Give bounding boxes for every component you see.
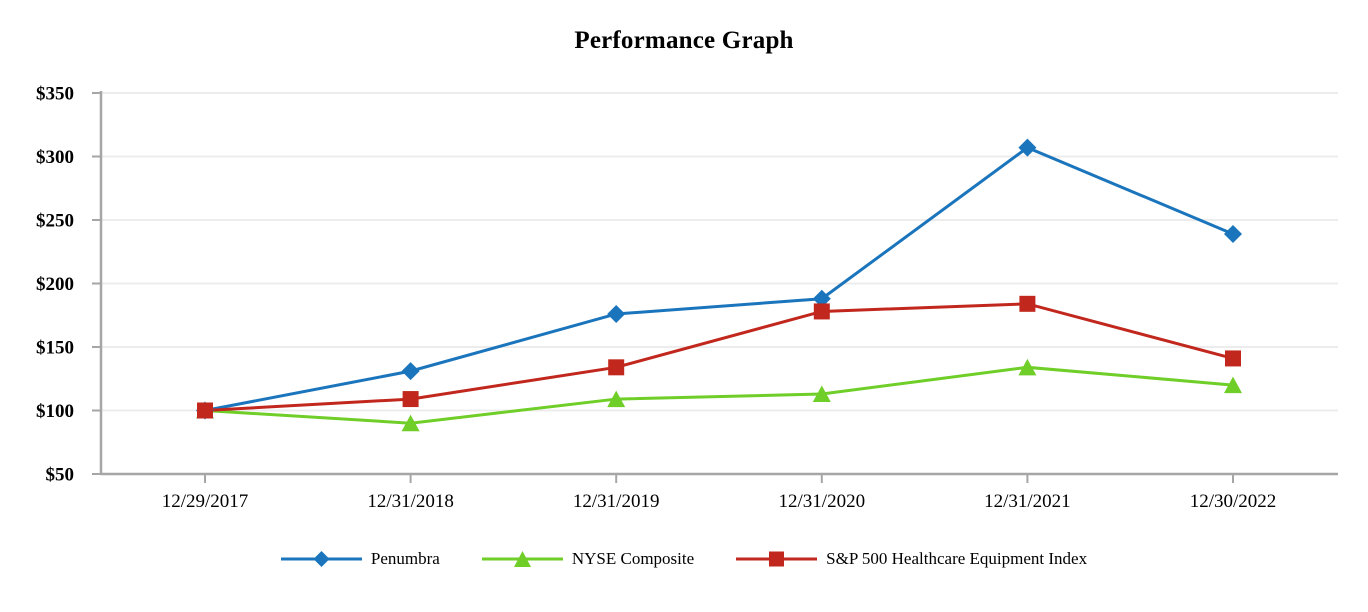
- legend-item-nyse-composite: NYSE Composite: [481, 549, 695, 569]
- marker-square-s-p-500-healthcare-equipment-index-icon: [1019, 295, 1036, 312]
- legend-label: Penumbra: [370, 549, 440, 568]
- y-tick-label: $50: [46, 465, 75, 486]
- x-tick-label: 12/31/2021: [984, 491, 1071, 512]
- y-tick-label: $250: [36, 211, 74, 232]
- marker-diamond-penumbra-icon: [401, 362, 420, 381]
- legend-label: S&P 500 Healthcare Equipment Index: [826, 549, 1088, 568]
- legend: Penumbra NYSE Composite S&P 500 Healthcare…: [0, 549, 1368, 569]
- marker-diamond-penumbra-icon: [607, 304, 626, 323]
- series-line-s-p-500-healthcare-equipment-index: [204, 302, 1234, 412]
- marker-triangle-nyse-composite-icon: [1224, 376, 1242, 394]
- y-tick-label: $150: [36, 338, 74, 359]
- x-tick-label: 12/31/2019: [573, 491, 660, 512]
- legend-diamond-icon: [280, 551, 362, 567]
- x-tick-label: 12/31/2018: [367, 491, 454, 512]
- marker-diamond-penumbra-icon: [1224, 224, 1242, 243]
- legend-square-icon: [736, 551, 818, 567]
- marker-square-s-p-500-healthcare-equipment-index-icon: [197, 402, 213, 419]
- marker-triangle-nyse-composite-icon: [401, 414, 420, 432]
- legend-item-s-p-500-healthcare-equipment-index: S&P 500 Healthcare Equipment Index: [736, 549, 1087, 569]
- marker-square-s-p-500-healthcare-equipment-index-icon: [1225, 350, 1241, 367]
- y-tick-label: $200: [36, 274, 74, 295]
- series-line-penumbra: [204, 145, 1234, 412]
- x-tick-label: 12/30/2022: [1190, 491, 1277, 512]
- y-tick-label: $300: [36, 147, 74, 168]
- marker-square-s-p-500-healthcare-equipment-index-icon: [813, 303, 830, 320]
- y-tick-label: $350: [36, 84, 74, 105]
- marker-diamond-penumbra-icon: [1018, 138, 1037, 157]
- marker-diamond-penumbra-icon: [812, 289, 831, 308]
- chart-title: Performance Graph: [574, 27, 794, 54]
- x-tick-label: 12/29/2017: [162, 491, 249, 512]
- marker-triangle-nyse-composite-icon: [1018, 358, 1037, 376]
- legend-item-penumbra: Penumbra: [280, 549, 440, 569]
- legend-label: NYSE Composite: [571, 549, 695, 568]
- legend-triangle-icon: [481, 551, 563, 567]
- marker-square-s-p-500-healthcare-equipment-index-icon: [608, 359, 625, 376]
- marker-triangle-nyse-composite-icon: [812, 385, 831, 402]
- marker-triangle-nyse-composite-icon: [607, 390, 626, 408]
- y-tick-label: $100: [36, 401, 74, 422]
- series-line-nyse-composite: [204, 365, 1234, 425]
- marker-square-s-p-500-healthcare-equipment-index-icon: [402, 391, 419, 408]
- x-tick-label: 12/31/2020: [779, 491, 866, 512]
